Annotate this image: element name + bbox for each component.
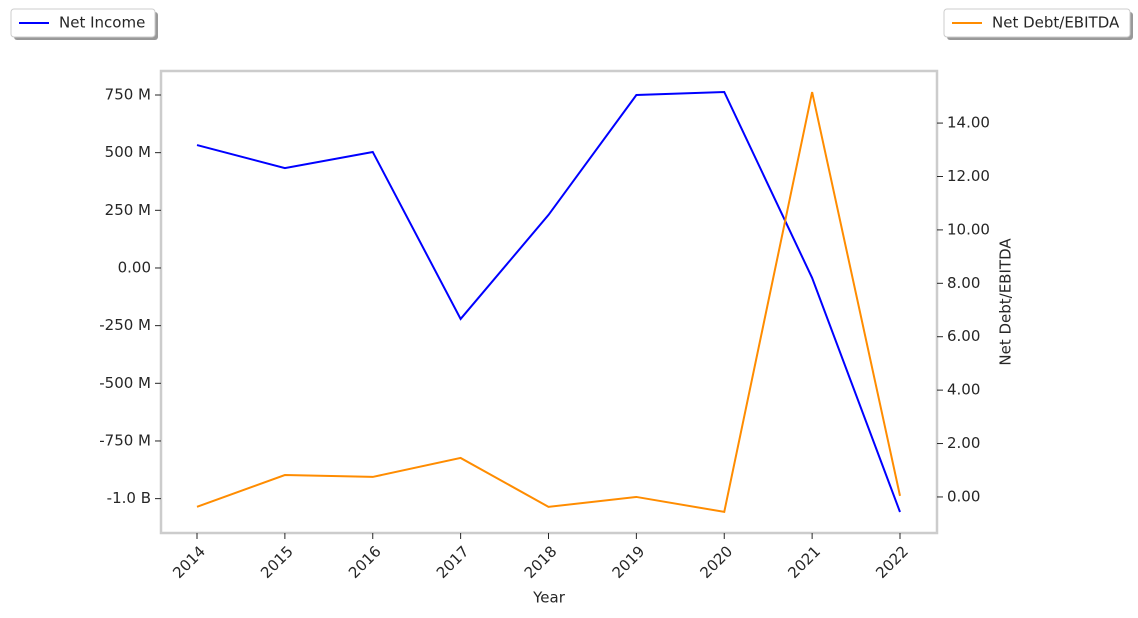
y2-axis-label: Net Debt/EBITDA — [997, 238, 1015, 366]
y2-tick-label: 10.00 — [947, 220, 990, 238]
y-tick-label: 250 M — [105, 201, 151, 219]
y2-tick-label: 6.00 — [947, 327, 980, 345]
y-tick-label: 500 M — [105, 143, 151, 161]
legend-label: Net Income — [59, 14, 145, 32]
y2-tick-label: 8.00 — [947, 274, 980, 292]
legend: Net Debt/EBITDA — [943, 8, 1133, 40]
x-axis-label: Year — [532, 589, 566, 607]
line-series — [196, 90, 901, 513]
x-tick-label: 2018 — [521, 542, 561, 582]
y2-tick-label: 2.00 — [947, 434, 980, 452]
y-tick-label: -250 M — [99, 316, 151, 334]
x-tick-label: 2016 — [345, 542, 385, 582]
y-tick-label: 750 M — [105, 85, 151, 103]
y2-tick-label: 0.00 — [947, 487, 980, 505]
x-tick-label: 2017 — [433, 542, 473, 582]
x-tick-label: 2014 — [169, 542, 209, 582]
legend-box — [943, 8, 1131, 38]
y2-tick-label: 12.00 — [947, 167, 990, 185]
y2-tick-label: 14.00 — [947, 114, 990, 132]
x-tick-label: 2022 — [872, 542, 912, 582]
x-tick-label: 2015 — [257, 542, 297, 582]
legend-label: Net Debt/EBITDA — [992, 14, 1120, 32]
y2-tick-label: 4.00 — [947, 381, 980, 399]
legend: Net Income — [10, 8, 158, 40]
y-tick-label: 0.00 — [118, 258, 151, 276]
x-tick-label: 2020 — [697, 542, 737, 582]
x-tick-label: 2021 — [784, 542, 824, 582]
line-series — [196, 91, 901, 514]
y-tick-label: -1.0 B — [107, 489, 151, 507]
legend-box — [10, 8, 156, 38]
x-tick-label: 2019 — [609, 542, 649, 582]
y-tick-label: -500 M — [99, 374, 151, 392]
y-tick-label: -750 M — [99, 431, 151, 449]
